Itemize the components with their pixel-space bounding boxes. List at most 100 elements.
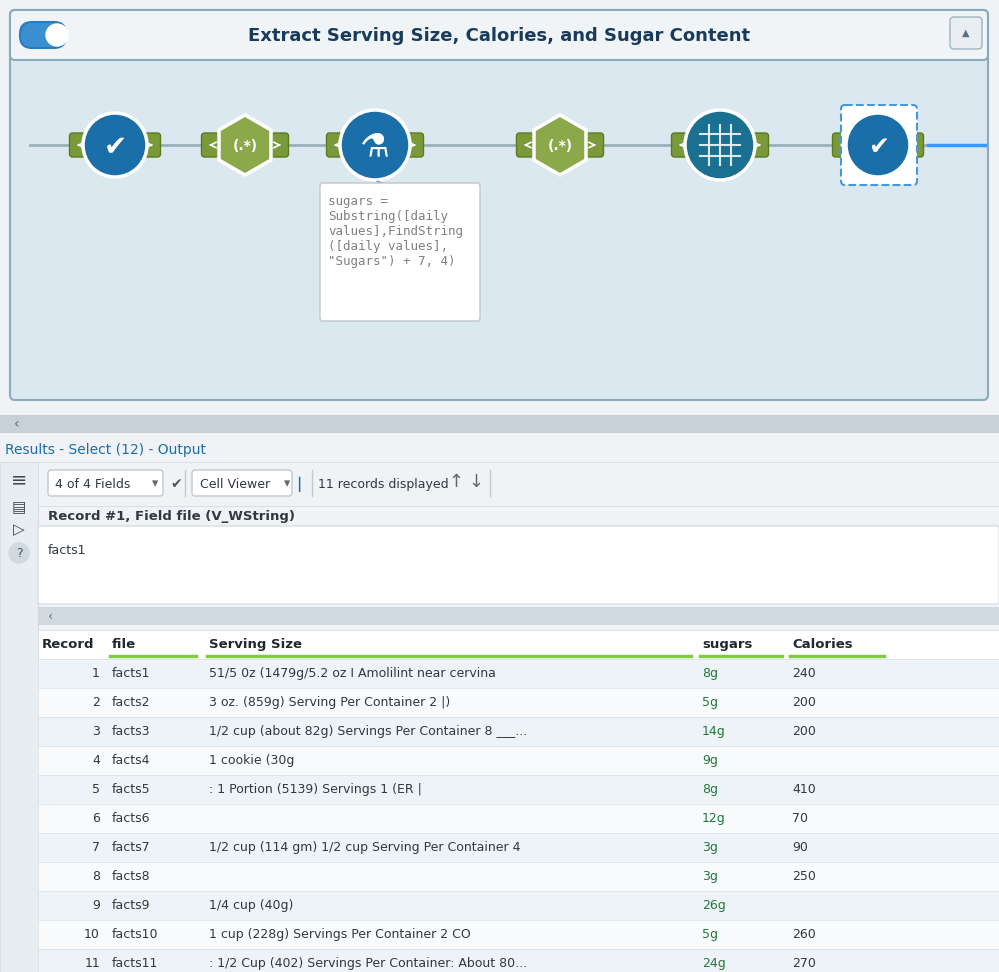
Bar — [38, 630, 999, 659]
Bar — [38, 659, 999, 688]
Text: facts7: facts7 — [112, 841, 151, 853]
Bar — [38, 775, 999, 804]
Text: ↓: ↓ — [468, 473, 484, 491]
Text: facts1: facts1 — [112, 667, 151, 679]
Text: ✔: ✔ — [868, 135, 889, 159]
Text: 260: 260 — [792, 927, 816, 941]
Text: sugars =
Substring([daily
values],FindString
([daily values],
"Sugars") + 7, 4): sugars = Substring([daily values],FindSt… — [328, 195, 463, 268]
Text: 2: 2 — [92, 696, 100, 709]
Text: Calories: Calories — [792, 638, 852, 650]
Bar — [0, 415, 999, 433]
Text: 270: 270 — [792, 956, 816, 969]
Text: 240: 240 — [792, 667, 816, 679]
Text: ▾: ▾ — [284, 477, 291, 491]
FancyBboxPatch shape — [38, 526, 999, 604]
Text: 11: 11 — [84, 956, 100, 969]
Circle shape — [46, 24, 68, 46]
Text: Serving Size: Serving Size — [209, 638, 302, 650]
FancyBboxPatch shape — [320, 183, 480, 321]
Text: ▾: ▾ — [152, 477, 158, 491]
Text: Extract Serving Size, Calories, and Sugar Content: Extract Serving Size, Calories, and Suga… — [248, 27, 750, 45]
Text: Results - Select (12) - Output: Results - Select (12) - Output — [5, 443, 206, 457]
Bar — [38, 746, 999, 775]
Text: 1/2 cup (114 gm) 1/2 cup Serving Per Container 4: 1/2 cup (114 gm) 1/2 cup Serving Per Con… — [209, 841, 520, 853]
Text: facts6: facts6 — [112, 812, 151, 824]
FancyBboxPatch shape — [202, 133, 219, 157]
Text: 5: 5 — [92, 782, 100, 795]
Bar — [38, 862, 999, 891]
Text: 3 oz. (859g) Serving Per Container 2 |): 3 oz. (859g) Serving Per Container 2 |) — [209, 696, 451, 709]
Text: 1/4 cup (40g): 1/4 cup (40g) — [209, 898, 294, 912]
Circle shape — [83, 113, 147, 177]
Text: 1 cup (228g) Servings Per Container 2 CO: 1 cup (228g) Servings Per Container 2 CO — [209, 927, 471, 941]
Bar — [38, 717, 999, 746]
Text: 1: 1 — [92, 667, 100, 679]
Polygon shape — [534, 115, 586, 175]
Text: 8: 8 — [92, 870, 100, 883]
Bar — [0, 462, 38, 972]
Bar — [38, 462, 999, 506]
Text: ▤: ▤ — [12, 501, 26, 515]
FancyBboxPatch shape — [751, 133, 768, 157]
Text: facts8: facts8 — [112, 870, 151, 883]
Text: ?: ? — [16, 546, 22, 560]
FancyBboxPatch shape — [950, 17, 982, 49]
FancyBboxPatch shape — [192, 470, 292, 496]
FancyBboxPatch shape — [48, 470, 163, 496]
Text: 14g: 14g — [702, 724, 725, 738]
Text: 250: 250 — [792, 870, 816, 883]
Text: facts1: facts1 — [48, 543, 87, 557]
Circle shape — [846, 113, 910, 177]
Text: 3: 3 — [92, 724, 100, 738]
FancyBboxPatch shape — [20, 22, 66, 48]
Circle shape — [340, 110, 410, 180]
Text: 9: 9 — [92, 898, 100, 912]
FancyBboxPatch shape — [671, 133, 688, 157]
FancyBboxPatch shape — [70, 133, 87, 157]
Text: ✔: ✔ — [170, 477, 182, 491]
Text: ▏: ▏ — [298, 476, 310, 492]
Text: Cell Viewer: Cell Viewer — [200, 477, 270, 491]
Text: facts5: facts5 — [112, 782, 151, 795]
FancyBboxPatch shape — [832, 133, 849, 157]
Text: facts4: facts4 — [112, 753, 151, 767]
Text: ↑: ↑ — [448, 473, 464, 491]
Text: 12g: 12g — [702, 812, 725, 824]
Text: 4 of 4 Fields: 4 of 4 Fields — [55, 477, 131, 491]
Text: 6: 6 — [92, 812, 100, 824]
Text: 4: 4 — [92, 753, 100, 767]
Text: facts2: facts2 — [112, 696, 151, 709]
Text: 70: 70 — [792, 812, 808, 824]
Bar — [38, 920, 999, 949]
FancyBboxPatch shape — [407, 133, 424, 157]
Text: 11 records displayed: 11 records displayed — [318, 477, 449, 491]
Text: facts3: facts3 — [112, 724, 151, 738]
Text: 5g: 5g — [702, 927, 718, 941]
Text: 90: 90 — [792, 841, 808, 853]
Text: ▷: ▷ — [13, 523, 25, 538]
Text: ‹: ‹ — [48, 609, 53, 622]
Text: facts11: facts11 — [112, 956, 159, 969]
Text: 3g: 3g — [702, 841, 718, 853]
Text: 8g: 8g — [702, 782, 718, 795]
Text: ✔: ✔ — [103, 133, 127, 161]
Text: 1/2 cup (about 82g) Servings Per Container 8 ___...: 1/2 cup (about 82g) Servings Per Contain… — [209, 724, 527, 738]
Text: 10: 10 — [84, 927, 100, 941]
Text: 8g: 8g — [702, 667, 718, 679]
FancyBboxPatch shape — [10, 10, 988, 60]
Text: Record: Record — [42, 638, 95, 650]
Text: : 1 Portion (5139) Servings 1 (ER |: : 1 Portion (5139) Servings 1 (ER | — [209, 782, 422, 795]
FancyBboxPatch shape — [586, 133, 603, 157]
Text: (.*): (.*) — [233, 139, 258, 153]
Text: facts9: facts9 — [112, 898, 151, 912]
Text: ▲: ▲ — [962, 28, 970, 38]
Text: 200: 200 — [792, 696, 816, 709]
Text: 5g: 5g — [702, 696, 718, 709]
Text: ⚗: ⚗ — [360, 130, 390, 163]
Circle shape — [9, 543, 29, 563]
Bar — [38, 833, 999, 862]
Polygon shape — [219, 115, 271, 175]
Text: 410: 410 — [792, 782, 816, 795]
Circle shape — [685, 110, 755, 180]
Text: file: file — [112, 638, 136, 650]
